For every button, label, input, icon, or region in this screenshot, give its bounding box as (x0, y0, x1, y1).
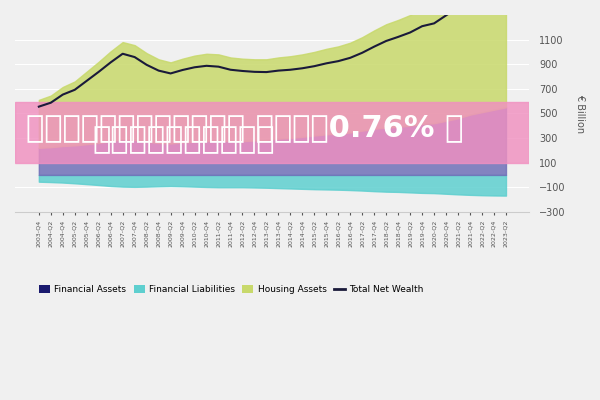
Legend: Financial Assets, Financial Liabilities, Housing Assets, Total Net Wealth: Financial Assets, Financial Liabilities,… (35, 282, 427, 298)
Text: 空经济概念再揈涨停潮: 空经济概念再揈涨停潮 (92, 125, 275, 154)
Bar (16, 102, 529, 163)
Y-axis label: € Billion: € Billion (575, 94, 585, 133)
Text: 合约交易怎么用杠杆来炒股 沪指收涨0.76% 低: 合约交易怎么用杠杆来炒股 沪指收涨0.76% 低 (26, 113, 463, 142)
